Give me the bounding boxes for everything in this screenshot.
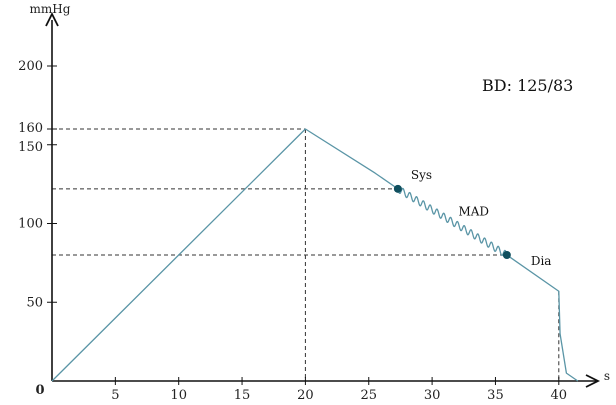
x-tick-label-35: 35 bbox=[487, 388, 504, 403]
marker-sys bbox=[393, 184, 402, 193]
annotation-bd: BD: 125/83 bbox=[482, 76, 573, 95]
x-tick-label-15: 15 bbox=[234, 388, 251, 403]
y-axis-label: mmHg bbox=[30, 2, 71, 16]
y-axis-arrow-icon bbox=[45, 11, 59, 27]
x-tick-label-40: 40 bbox=[551, 388, 568, 403]
annotation-mad: MAD bbox=[458, 204, 489, 218]
marker-label-dia: Dia bbox=[531, 254, 552, 268]
y-tick-label-150: 150 bbox=[18, 140, 43, 155]
pressure-curve bbox=[51, 128, 579, 382]
x-tick-label-25: 25 bbox=[360, 388, 377, 403]
x-tick-label-20: 20 bbox=[297, 388, 314, 403]
y-tick-label-160: 160 bbox=[18, 121, 43, 136]
marker-label-sys: Sys bbox=[411, 168, 432, 182]
y-tick-label-100: 100 bbox=[18, 217, 43, 232]
x-tick-label-30: 30 bbox=[424, 388, 441, 403]
y-tick-label-50: 50 bbox=[26, 295, 43, 310]
x-axis-arrow-icon bbox=[585, 374, 601, 388]
y-tick-label-200: 200 bbox=[18, 59, 43, 74]
x-axis-label: s bbox=[604, 369, 610, 383]
marker-dia bbox=[502, 251, 511, 259]
x-tick-label-5: 5 bbox=[111, 388, 119, 403]
x-tick-label-10: 10 bbox=[170, 388, 187, 403]
origin-label: 0 bbox=[35, 383, 44, 398]
